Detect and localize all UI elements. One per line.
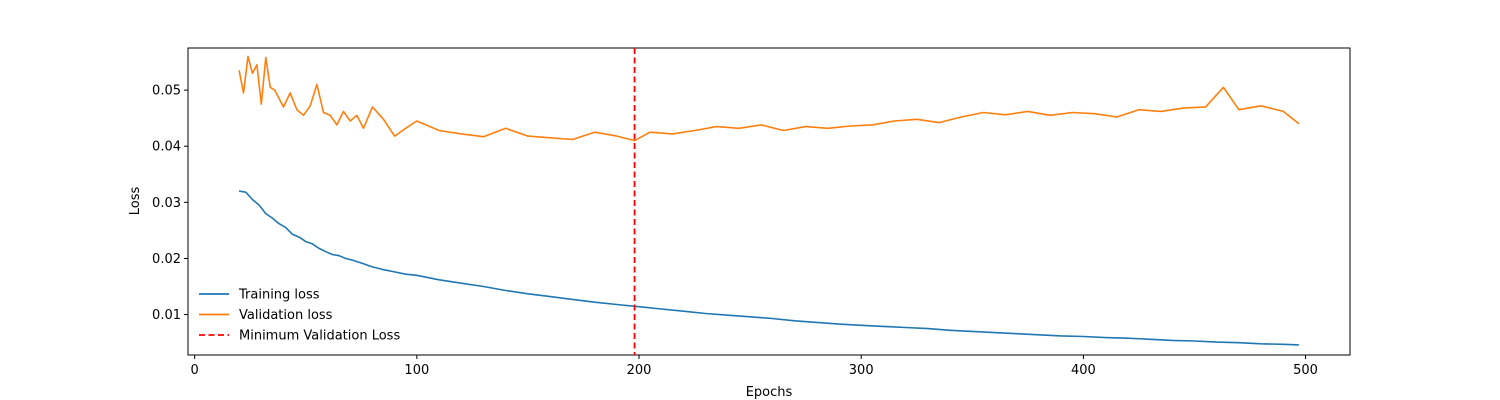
x-tick-label: 0 — [191, 363, 199, 378]
x-axis-ticks: 0 100 200 300 400 500 — [191, 355, 1318, 378]
x-tick-label: 500 — [1293, 363, 1318, 378]
x-tick-label: 200 — [627, 363, 652, 378]
y-axis-ticks: 0.01 0.02 0.03 0.04 0.05 — [152, 84, 188, 323]
y-tick-label: 0.03 — [152, 196, 181, 211]
series-layer — [238, 55, 1300, 346]
y-axis-label: Loss — [128, 187, 143, 216]
legend-label-validation-loss: Validation loss — [239, 308, 333, 323]
y-tick-label: 0.05 — [152, 84, 181, 99]
series-line-training-loss — [238, 190, 1299, 346]
y-tick-label: 0.02 — [152, 252, 181, 267]
x-tick-label: 300 — [849, 363, 874, 378]
x-axis-label: Epochs — [746, 385, 793, 400]
y-tick-label: 0.04 — [152, 140, 181, 155]
legend: Training loss Validation loss Minimum Vali… — [199, 288, 400, 344]
legend-label-training-loss: Training loss — [238, 288, 320, 303]
x-tick-label: 100 — [404, 363, 429, 378]
x-tick-label: 400 — [1071, 363, 1096, 378]
y-tick-label: 0.01 — [152, 308, 181, 323]
legend-label-minimum-validation-loss: Minimum Validation Loss — [239, 329, 400, 344]
series-line-validation-loss — [238, 55, 1300, 142]
plot-frame — [187, 47, 1351, 356]
